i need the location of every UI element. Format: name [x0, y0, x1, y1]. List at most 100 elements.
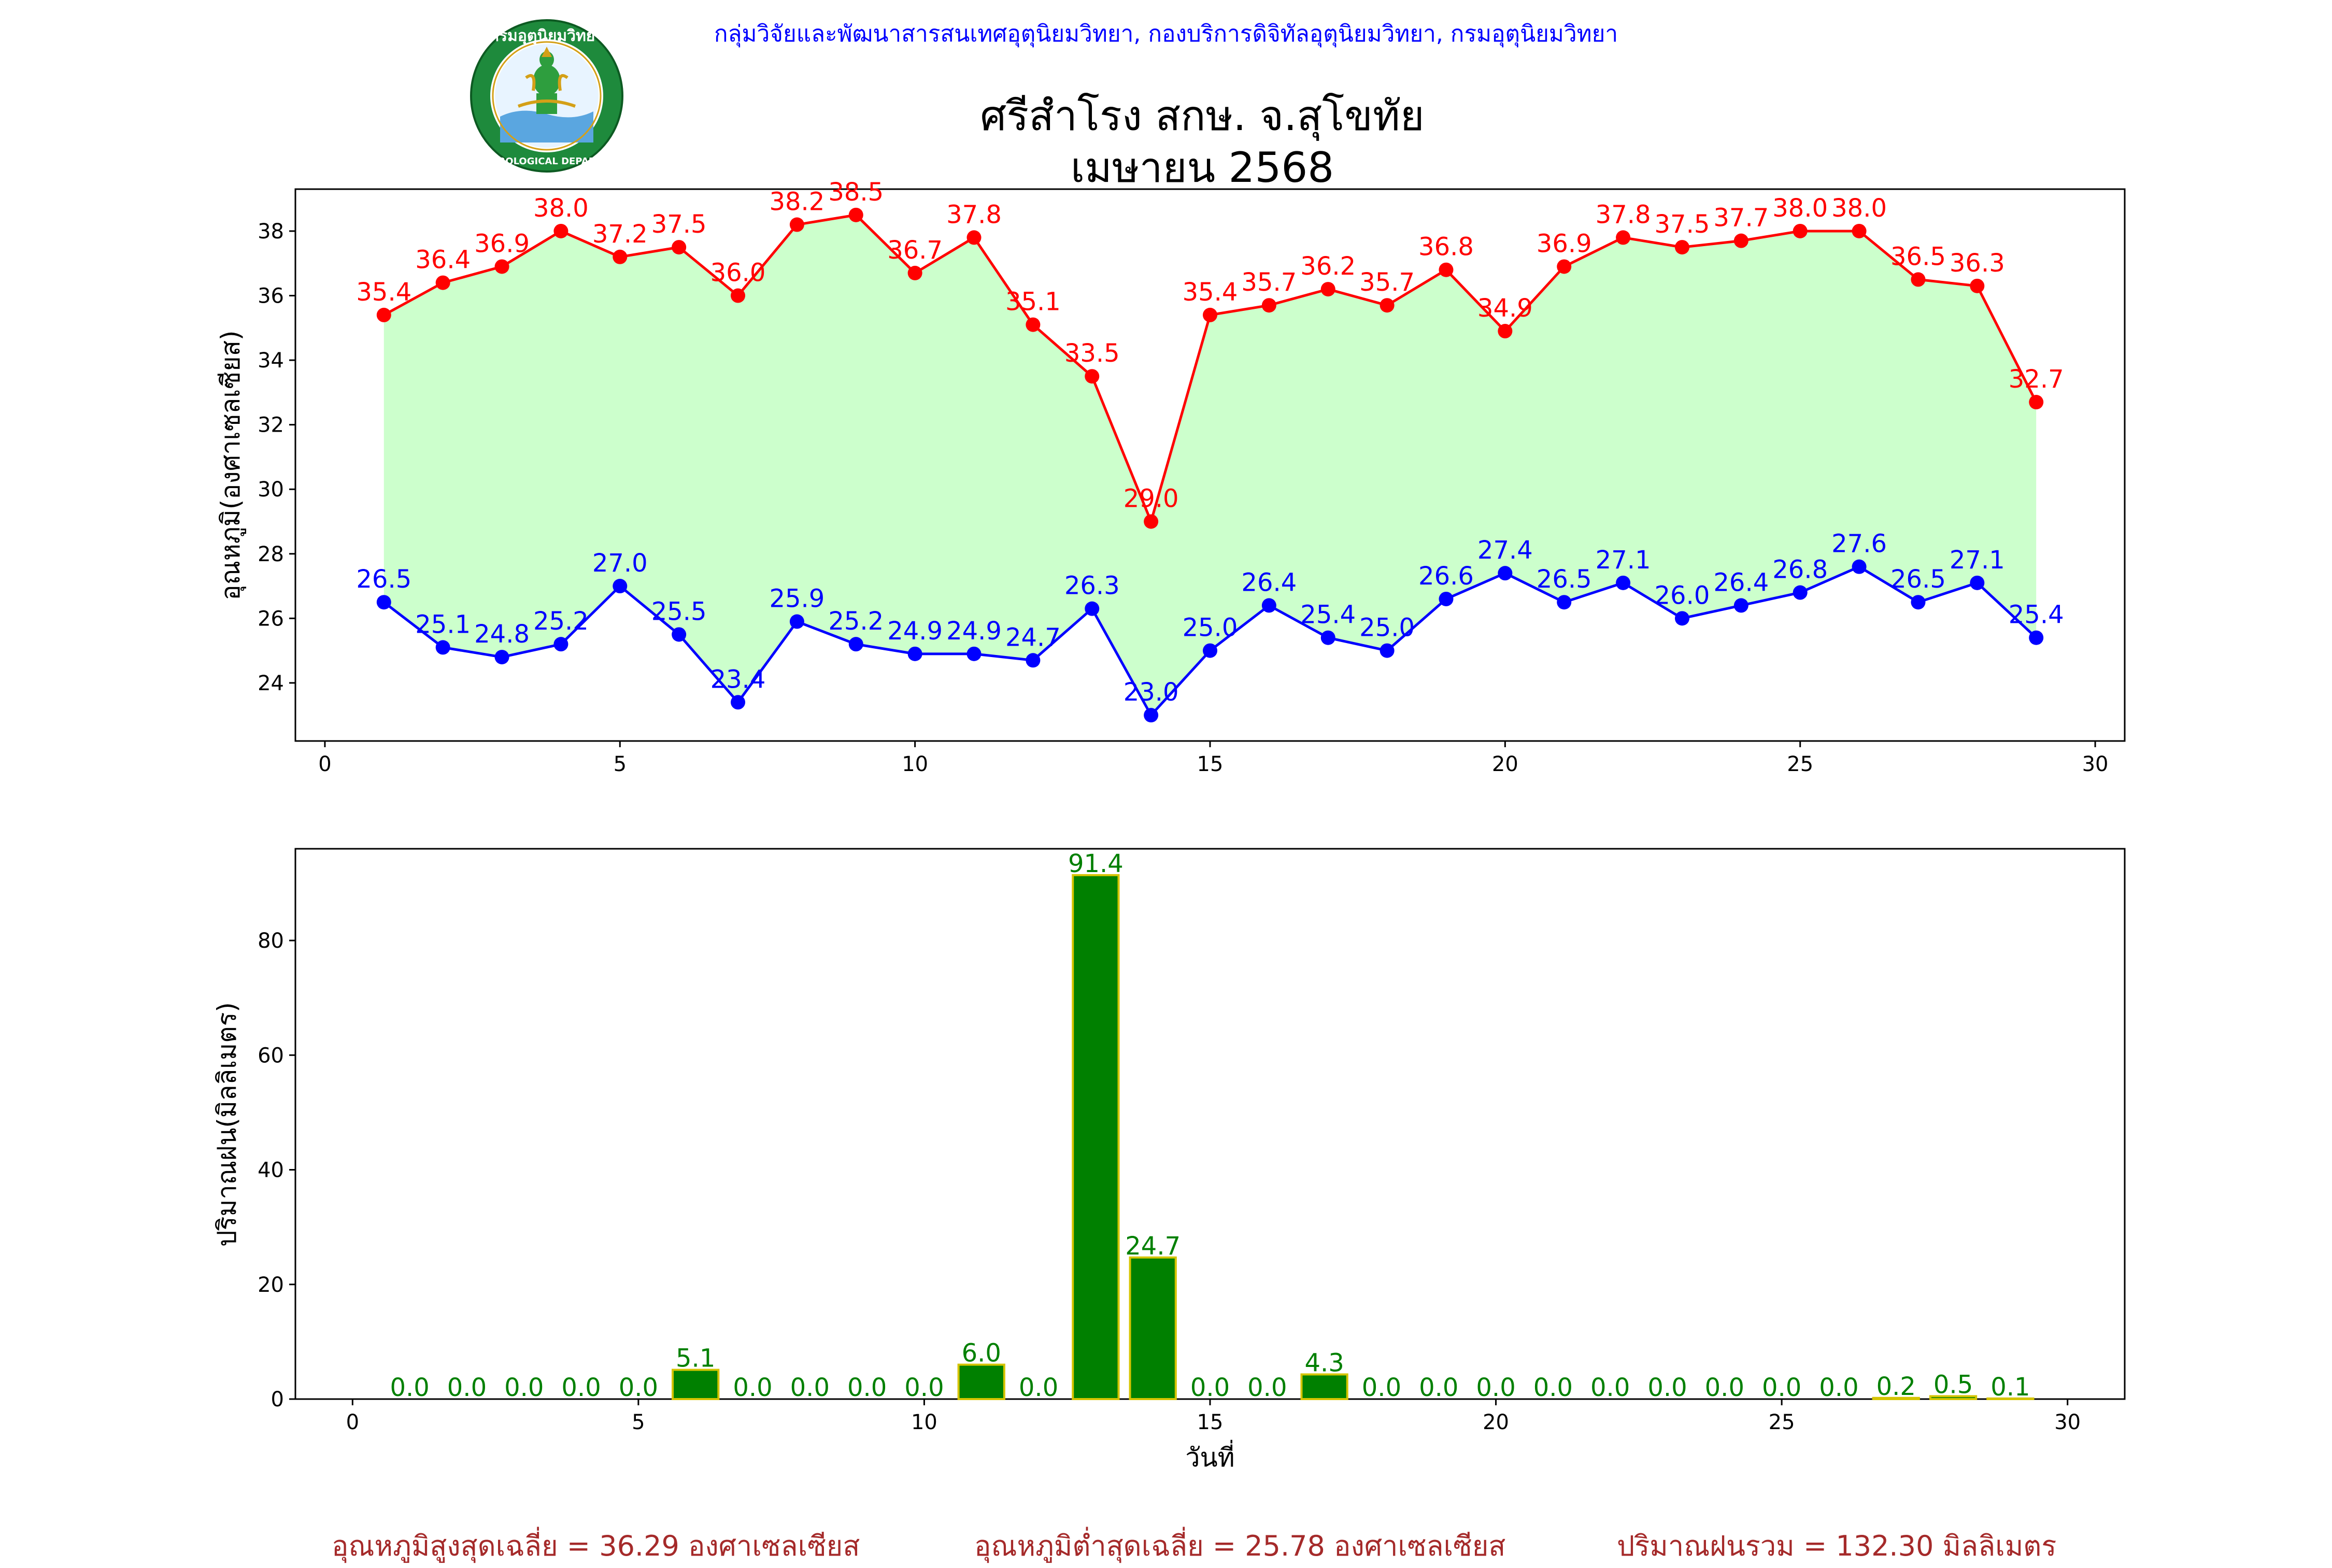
rainfall-value-label: 0.0: [619, 1373, 658, 1402]
min-temperature-point: [1261, 598, 1276, 613]
rainfall-value-label: 0.1: [1990, 1373, 2030, 1402]
max-temperature-point: [1674, 240, 1689, 255]
max-temperature-point: [494, 259, 509, 274]
min-temperature-label: 27.1: [1950, 546, 2005, 575]
rainfall-x-tick-label: 15: [1197, 1410, 1224, 1434]
min-temperature-label: 25.0: [1359, 614, 1415, 643]
max-temperature-point: [613, 249, 628, 264]
min-temperature-point: [1970, 575, 1985, 590]
max-temperature-label: 38.5: [828, 178, 884, 207]
min-temperature-point: [731, 695, 746, 710]
max-temperature-point: [789, 217, 804, 232]
max-temperature-label: 38.0: [1772, 194, 1828, 223]
average-max-temperature: อุณหภูมิสูงสุดเฉลี่ย = 36.29 องศาเซลเซีย…: [332, 1530, 860, 1562]
min-temperature-label: 24.9: [887, 617, 943, 646]
max-temperature-point: [435, 275, 450, 290]
min-temperature-label: 26.0: [1655, 581, 1710, 610]
rainfall-value-label: 0.0: [1247, 1373, 1287, 1402]
temperature-x-tick-label: 25: [1787, 752, 1813, 776]
min-temperature-point: [1852, 559, 1867, 574]
rainfall-bar: [1872, 1396, 1920, 1401]
rainfall-value-label: 0.0: [1533, 1373, 1573, 1402]
min-temperature-point: [1380, 643, 1395, 658]
rainfall-y-axis-label: ปริมาณฝน(มิลลิเมตร): [212, 1002, 242, 1247]
temperature-y-tick-label: 36: [258, 284, 284, 308]
temperature-chart: 35.436.436.938.037.2 37.536.038.2 38.536.7…: [216, 178, 2126, 776]
min-temperature-point: [1026, 653, 1041, 668]
temperature-y-tick-label: 26: [258, 607, 284, 631]
min-temperature-label: 25.2: [533, 607, 589, 636]
min-temperature-point: [1203, 643, 1217, 658]
max-temperature-point: [1261, 298, 1276, 313]
max-temperature-point: [553, 223, 568, 238]
min-temperature-point: [1911, 595, 1926, 610]
rainfall-value-label: 0.0: [1419, 1373, 1458, 1402]
temperature-y-tick-label: 38: [258, 220, 284, 244]
rainfall-x-axis-label: วันที่: [1185, 1440, 1234, 1473]
min-temperature-point: [1733, 598, 1748, 613]
rainfall-value-label: 0.0: [1762, 1373, 1801, 1402]
temperature-y-tick-label: 28: [258, 543, 284, 566]
rainfall-y-tick-label: 80: [258, 929, 284, 953]
rainfall-y-tick-label: 40: [258, 1159, 284, 1182]
max-temperature-point: [966, 230, 982, 245]
min-temperature-point: [1320, 630, 1335, 645]
temperature-x-tick-label: 5: [614, 752, 627, 776]
max-temperature-label: 38.0: [533, 194, 589, 223]
rainfall-x-tick-label: 30: [2054, 1410, 2081, 1434]
max-temperature-label: 35.4: [356, 278, 411, 307]
rainfall-value-label: 0.0: [1362, 1373, 1401, 1402]
max-temperature-point: [1320, 282, 1335, 297]
rainfall-value-label: 0.0: [1647, 1373, 1687, 1402]
min-temperature-label: 26.5: [1537, 565, 1592, 594]
min-temperature-point: [907, 646, 922, 661]
min-temperature-label: 24.7: [1005, 623, 1061, 652]
station-title: ศรีสำโรง สกษ. จ.สุโขทัย: [980, 92, 1425, 140]
month-title: เมษายน 2568: [1070, 144, 1334, 192]
min-temperature-label: 23.0: [1124, 678, 1179, 707]
min-temperature-label: 27.0: [592, 549, 648, 578]
temperature-y-tick-label: 24: [258, 672, 284, 695]
max-temperature-point: [1911, 272, 1926, 287]
min-temperature-point: [435, 640, 450, 655]
max-temperature-point: [1970, 278, 1985, 293]
min-temperature-label: 25.2: [828, 607, 884, 636]
max-temperature-label: 33.5: [1064, 339, 1120, 368]
max-temperature-point: [1852, 223, 1867, 238]
min-temperature-point: [1557, 595, 1572, 610]
min-temperature-point: [1793, 585, 1808, 600]
max-temperature-point: [672, 240, 687, 255]
max-temperature-point: [1733, 233, 1748, 248]
rainfall-value-label: 5.1: [676, 1344, 715, 1373]
temperature-y-tick-label: 30: [258, 478, 284, 502]
max-temperature-point: [1203, 307, 1217, 322]
rainfall-value-label: 0.0: [733, 1373, 772, 1402]
temperature-x-tick-label: 0: [318, 752, 331, 776]
max-temperature-label: 36.7: [887, 236, 943, 265]
min-temperature-point: [2029, 630, 2044, 645]
min-temperature-label: 24.9: [946, 617, 1002, 646]
rainfall-value-label: 6.0: [962, 1339, 1001, 1368]
min-temperature-label: 26.5: [356, 565, 411, 594]
max-temperature-point: [1557, 259, 1572, 274]
rainfall-value-label: 0.0: [1190, 1373, 1230, 1402]
min-temperature-label: 25.9: [769, 585, 824, 614]
meteorological-department-logo: กรมอุตุนิยมวิทยา METEOROLOGICAL DEPARTME…: [469, 19, 624, 173]
max-temperature-label: 37.7: [1713, 204, 1769, 233]
rainfall-value-label: 0.0: [904, 1373, 944, 1402]
rainfall-x-tick-label: 25: [1769, 1410, 1795, 1434]
max-temperature-label: 36.4: [415, 246, 471, 275]
rainfall-plot-area: [294, 848, 2126, 1400]
rainfall-value-label: 0.0: [790, 1373, 830, 1402]
temperature-range-fill: [383, 215, 2037, 716]
temperature-x-tick-label: 20: [1492, 752, 1518, 776]
min-temperature-point: [613, 579, 628, 594]
min-temperature-point: [1085, 601, 1100, 616]
min-temperature-label: 26.8: [1772, 555, 1828, 585]
max-temperature-point: [1616, 230, 1631, 245]
rainfall-value-label: 0.0: [1590, 1373, 1630, 1402]
temperature-x-tick-label: 15: [1197, 752, 1224, 776]
rainfall-value-label: 0.0: [1819, 1373, 1858, 1402]
min-temperature-point: [1144, 708, 1159, 723]
max-temperature-label: 37.8: [1596, 200, 1651, 229]
